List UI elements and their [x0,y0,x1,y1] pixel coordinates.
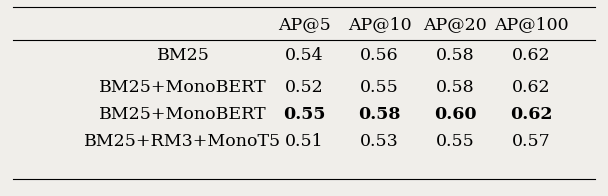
Text: BM25: BM25 [156,47,209,64]
Text: 0.62: 0.62 [510,106,552,123]
Text: BM25+RM3+MonoT5: BM25+RM3+MonoT5 [85,133,282,150]
Text: 0.62: 0.62 [512,47,550,64]
Text: 0.56: 0.56 [361,47,399,64]
Text: 0.58: 0.58 [359,106,401,123]
Text: 0.58: 0.58 [436,79,475,96]
Text: 0.57: 0.57 [511,133,550,150]
Text: AP@10: AP@10 [348,16,412,33]
Text: 0.54: 0.54 [285,47,323,64]
Text: AP@20: AP@20 [423,16,487,33]
Text: BM25+MonoBERT: BM25+MonoBERT [99,106,267,123]
Text: 0.51: 0.51 [285,133,323,150]
Text: 0.55: 0.55 [436,133,475,150]
Text: 0.52: 0.52 [285,79,323,96]
Text: 0.58: 0.58 [436,47,475,64]
Text: 0.53: 0.53 [361,133,399,150]
Text: 0.55: 0.55 [361,79,399,96]
Text: AP@5: AP@5 [278,16,330,33]
Text: BM25+MonoBERT: BM25+MonoBERT [99,79,267,96]
Text: AP@100: AP@100 [494,16,568,33]
Text: 0.62: 0.62 [512,79,550,96]
Text: 0.55: 0.55 [283,106,325,123]
Text: 0.60: 0.60 [434,106,477,123]
